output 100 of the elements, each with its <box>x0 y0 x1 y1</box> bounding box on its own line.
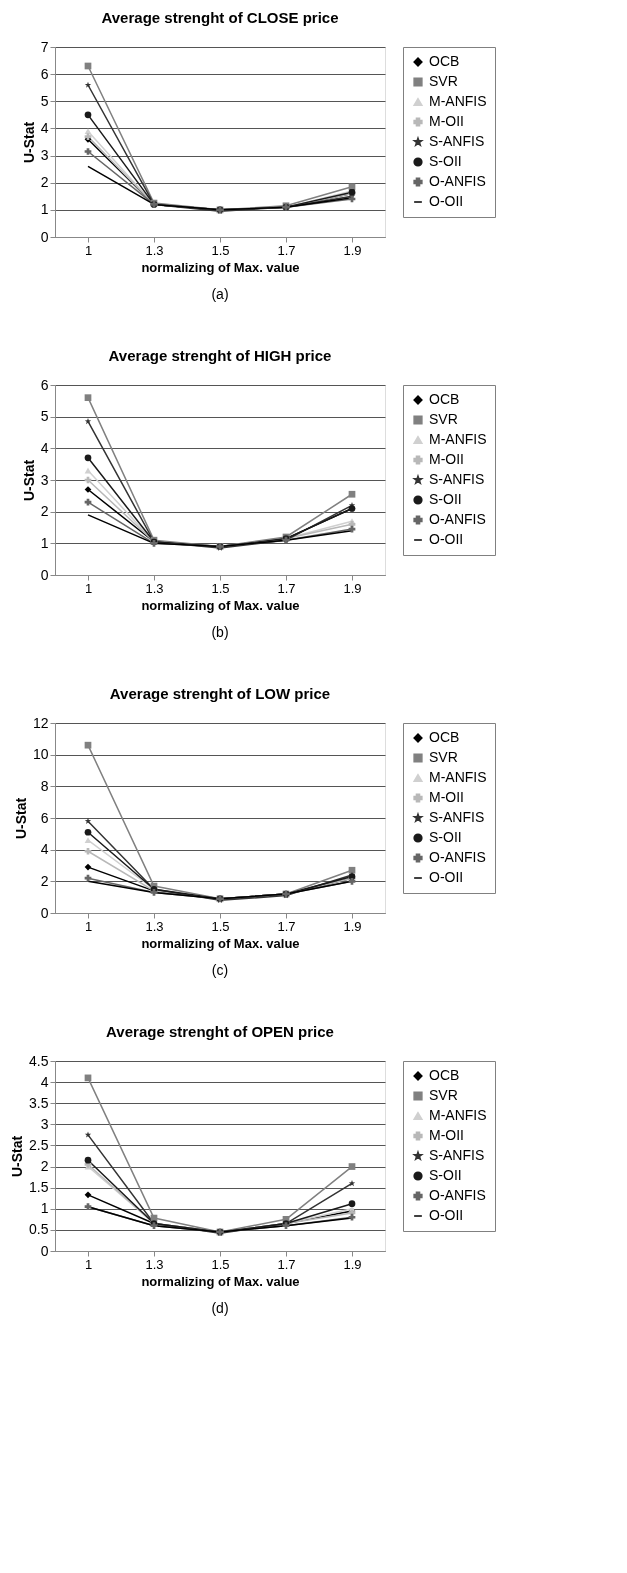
legend-label: OCB <box>429 53 460 69</box>
y-tick-label: 4.5 <box>29 1052 49 1069</box>
y-tick-label: 1 <box>40 1200 49 1217</box>
legend-label: S-OII <box>429 491 462 507</box>
x-tick-label: 1.7 <box>277 918 296 934</box>
x-tick-label: 1.3 <box>145 918 164 934</box>
chart-title: Average strenght of CLOSE price <box>101 9 339 26</box>
x-tick-label: 1.5 <box>211 242 230 258</box>
y-tick-label: 6 <box>40 65 49 82</box>
y-tick-label: 2 <box>40 1158 49 1175</box>
x-tick-label: 1.5 <box>211 580 230 596</box>
legend-label: S-OII <box>429 829 462 845</box>
legend-label: O-ANFIS <box>429 849 486 865</box>
legend-label: M-ANFIS <box>429 769 487 785</box>
y-tick-label: 7 <box>40 38 49 55</box>
legend-label: S-ANFIS <box>429 471 485 487</box>
x-tick-label: 1.9 <box>343 580 362 596</box>
x-tick-label: 1.3 <box>145 580 164 596</box>
x-tick-label: 1.5 <box>211 918 230 934</box>
legend-label: O-OII <box>429 1207 464 1223</box>
x-tick-label: 1.9 <box>343 918 362 934</box>
legend-label: O-OII <box>429 869 464 885</box>
y-tick-label: 0 <box>40 566 49 583</box>
legend-label: M-ANFIS <box>429 1107 487 1123</box>
x-tick-label: 1.9 <box>343 1256 362 1272</box>
legend-label: M-ANFIS <box>429 93 487 109</box>
y-tick-label: 5 <box>40 92 49 109</box>
y-tick-label: 1.5 <box>29 1179 49 1196</box>
x-tick-label: 1.7 <box>277 242 296 258</box>
legend-label: OCB <box>429 391 460 407</box>
y-tick-label: 0.5 <box>29 1221 49 1238</box>
text: (a) <box>211 286 229 302</box>
y-tick-label: 2 <box>40 872 49 889</box>
y-tick-label: 2 <box>40 503 49 520</box>
legend-label: S-ANFIS <box>429 809 485 825</box>
y-tick-label: 12 <box>32 714 49 731</box>
legend-label: S-OII <box>429 1167 462 1183</box>
x-tick-label: 1 <box>84 580 93 596</box>
legend-label: O-ANFIS <box>429 173 486 189</box>
x-tick-label: 1.3 <box>145 1256 164 1272</box>
text: (b) <box>211 624 229 640</box>
y-tick-label: 0 <box>40 904 49 921</box>
legend-label: SVR <box>429 749 458 765</box>
x-tick-label: 1.7 <box>277 1256 296 1272</box>
y-tick-label: 2.5 <box>29 1136 49 1153</box>
y-tick-label: 6 <box>40 809 49 826</box>
x-tick-label: 1 <box>84 242 93 258</box>
x-axis-title: normalizing of Max. value <box>141 259 300 275</box>
legend-label: S-ANFIS <box>429 133 485 149</box>
text: (c) <box>211 962 229 978</box>
y-tick-label: 2 <box>40 174 49 191</box>
legend-label: OCB <box>429 729 460 745</box>
y-axis-title: U-Stat <box>20 121 37 164</box>
x-tick-label: 1.3 <box>145 242 164 258</box>
y-tick-label: 4 <box>40 439 49 456</box>
x-axis-title: normalizing of Max. value <box>141 1273 300 1289</box>
x-axis-title: normalizing of Max. value <box>141 935 300 951</box>
y-tick-label: 1 <box>40 534 49 551</box>
x-axis-title: normalizing of Max. value <box>141 597 300 613</box>
y-tick-label: 5 <box>40 408 49 425</box>
y-tick-label: 0 <box>40 1242 49 1259</box>
y-tick-label: 4 <box>40 1073 49 1090</box>
legend-label: SVR <box>429 1087 458 1103</box>
y-axis-title: U-Stat <box>12 797 29 840</box>
chart-title: Average strenght of OPEN price <box>106 1023 334 1040</box>
legend-label: SVR <box>429 73 458 89</box>
legend-label: O-ANFIS <box>429 511 486 527</box>
y-tick-label: 3 <box>40 1115 49 1132</box>
y-tick-label: 3.5 <box>29 1094 49 1111</box>
text: (d) <box>211 1300 229 1316</box>
y-tick-label: 3 <box>40 147 49 164</box>
legend-label: S-ANFIS <box>429 1147 485 1163</box>
y-tick-label: 6 <box>40 376 49 393</box>
x-tick-label: 1.5 <box>211 1256 230 1272</box>
y-tick-label: 1 <box>40 201 49 218</box>
legend-label: O-OII <box>429 193 464 209</box>
y-tick-label: 8 <box>40 777 49 794</box>
legend-label: M-ANFIS <box>429 431 487 447</box>
legend-label: M-OII <box>429 451 464 467</box>
chart-title: Average strenght of LOW price <box>109 685 331 702</box>
y-tick-label: 4 <box>40 119 49 136</box>
legend-label: M-OII <box>429 1127 464 1143</box>
y-tick-label: 3 <box>40 471 49 488</box>
y-tick-label: 0 <box>40 228 49 245</box>
legend-label: OCB <box>429 1067 460 1083</box>
legend-label: M-OII <box>429 113 464 129</box>
x-tick-label: 1 <box>84 918 93 934</box>
legend-label: S-OII <box>429 153 462 169</box>
legend-label: O-ANFIS <box>429 1187 486 1203</box>
y-tick-label: 10 <box>32 746 49 763</box>
chart-title: Average strenght of HIGH price <box>108 347 332 364</box>
y-tick-label: 4 <box>40 841 49 858</box>
x-tick-label: 1.9 <box>343 242 362 258</box>
legend-label: O-OII <box>429 531 464 547</box>
x-tick-label: 1 <box>84 1256 93 1272</box>
x-tick-label: 1.7 <box>277 580 296 596</box>
y-axis-title: U-Stat <box>9 1135 26 1178</box>
legend-label: SVR <box>429 411 458 427</box>
y-axis-title: U-Stat <box>20 459 37 502</box>
legend-label: M-OII <box>429 789 464 805</box>
